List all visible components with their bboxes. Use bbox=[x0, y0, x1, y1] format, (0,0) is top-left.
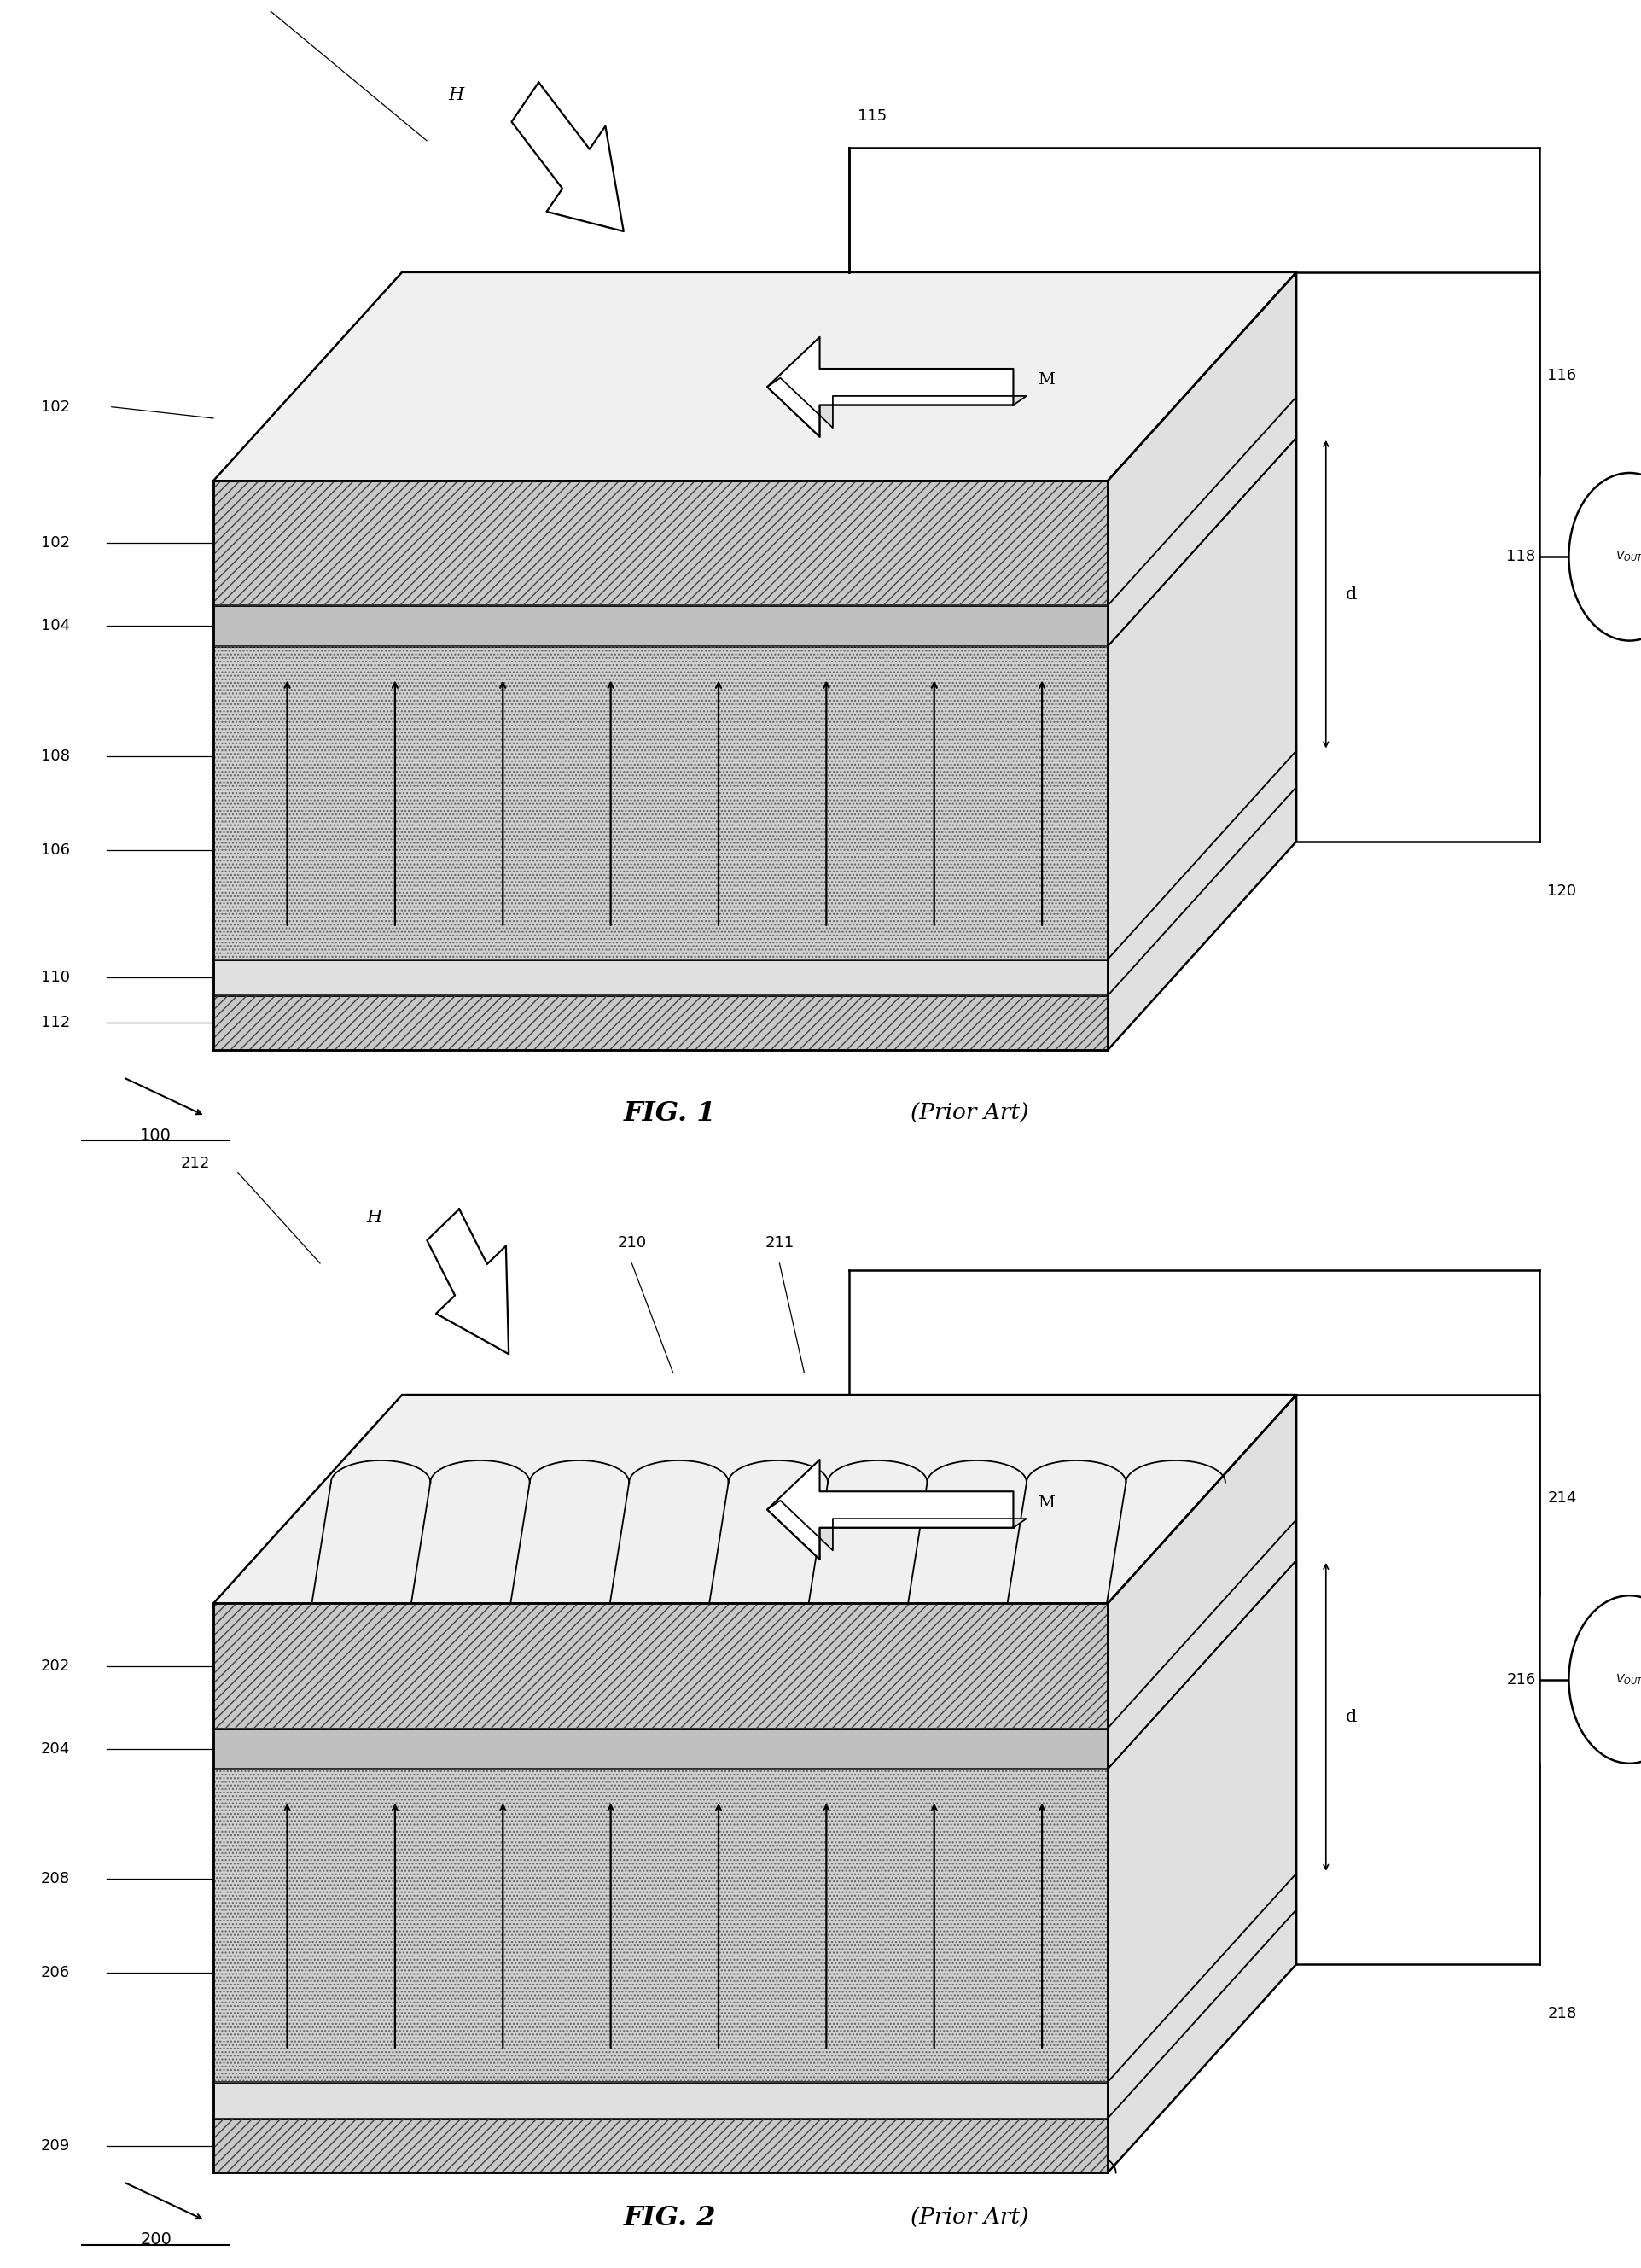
Text: 102: 102 bbox=[41, 535, 71, 551]
Bar bbox=[213, 481, 1108, 606]
Text: 100: 100 bbox=[139, 1127, 172, 1143]
Text: 202: 202 bbox=[41, 1658, 71, 1674]
Bar bbox=[213, 481, 1108, 606]
Text: 206: 206 bbox=[41, 1964, 71, 1980]
Text: 210: 210 bbox=[617, 1236, 647, 1252]
Polygon shape bbox=[768, 1501, 1027, 1560]
Bar bbox=[213, 1769, 1108, 2082]
Text: d: d bbox=[1346, 1708, 1357, 1726]
Circle shape bbox=[1569, 1597, 1641, 1765]
Polygon shape bbox=[512, 82, 624, 231]
Polygon shape bbox=[427, 1209, 509, 1354]
Text: FIG. 1: FIG. 1 bbox=[624, 1100, 715, 1127]
Text: 211: 211 bbox=[765, 1236, 794, 1252]
Bar bbox=[213, 959, 1108, 996]
Text: FIG. 2: FIG. 2 bbox=[624, 2204, 715, 2232]
Text: H: H bbox=[366, 1209, 382, 1227]
Bar bbox=[213, 1769, 1108, 2082]
Text: 116: 116 bbox=[1547, 367, 1577, 383]
Text: 214: 214 bbox=[1547, 1490, 1577, 1506]
Bar bbox=[213, 2082, 1108, 2118]
Polygon shape bbox=[768, 379, 1027, 438]
Bar bbox=[213, 1603, 1108, 1728]
Text: 200: 200 bbox=[139, 2232, 172, 2248]
Text: 216: 216 bbox=[1506, 1672, 1536, 1687]
Bar bbox=[213, 996, 1108, 1050]
Circle shape bbox=[1569, 474, 1641, 642]
Bar bbox=[213, 2118, 1108, 2173]
Text: M: M bbox=[1039, 1495, 1055, 1510]
Text: H: H bbox=[448, 86, 464, 104]
Text: (Prior Art): (Prior Art) bbox=[911, 1102, 1029, 1125]
Text: 120: 120 bbox=[1547, 885, 1577, 898]
Text: 106: 106 bbox=[41, 841, 71, 857]
Bar bbox=[213, 646, 1108, 959]
Text: 102: 102 bbox=[41, 399, 71, 415]
Polygon shape bbox=[213, 1395, 1296, 1603]
Text: 208: 208 bbox=[41, 1871, 71, 1887]
Text: $V_{OUT}$: $V_{OUT}$ bbox=[1615, 1672, 1641, 1687]
Polygon shape bbox=[1108, 272, 1296, 1050]
Text: M: M bbox=[1039, 372, 1055, 388]
Text: d: d bbox=[1346, 585, 1357, 603]
Bar bbox=[213, 646, 1108, 959]
Text: 118: 118 bbox=[1506, 549, 1536, 565]
Text: 204: 204 bbox=[41, 1742, 71, 1755]
Polygon shape bbox=[768, 338, 1014, 438]
Text: 110: 110 bbox=[41, 971, 71, 984]
Text: 212: 212 bbox=[181, 1157, 210, 1173]
Text: 114: 114 bbox=[213, 0, 243, 5]
Polygon shape bbox=[213, 272, 1296, 481]
Text: 108: 108 bbox=[41, 748, 71, 764]
Text: 218: 218 bbox=[1547, 2007, 1577, 2021]
Text: 209: 209 bbox=[41, 2139, 71, 2152]
Text: 104: 104 bbox=[41, 619, 71, 633]
Text: 112: 112 bbox=[41, 1016, 71, 1030]
Text: 115: 115 bbox=[858, 109, 886, 125]
Bar bbox=[213, 1728, 1108, 1769]
Bar bbox=[213, 606, 1108, 646]
Bar bbox=[213, 2118, 1108, 2173]
Bar bbox=[213, 1603, 1108, 1728]
Text: (Prior Art): (Prior Art) bbox=[911, 2207, 1029, 2229]
Polygon shape bbox=[1108, 1395, 1296, 2173]
Polygon shape bbox=[768, 1461, 1014, 1560]
Text: $V_{OUT}$: $V_{OUT}$ bbox=[1615, 549, 1641, 565]
Bar bbox=[213, 996, 1108, 1050]
